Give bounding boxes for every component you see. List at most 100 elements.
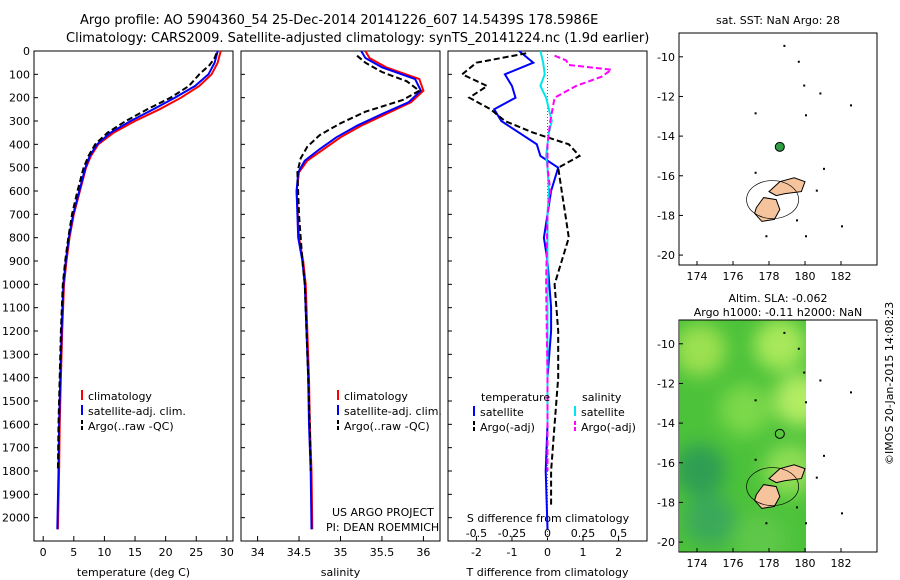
x-tick-label: 182 <box>831 557 852 570</box>
y-tick-label: 1100 <box>2 302 30 315</box>
series-line <box>296 54 422 472</box>
sla-patch <box>774 374 806 426</box>
x-tick-label: 176 <box>723 270 744 283</box>
y-tick-label: 1600 <box>2 418 30 431</box>
y-tick-label: 1500 <box>2 395 30 408</box>
islet <box>783 44 786 47</box>
islet <box>754 458 757 461</box>
islet <box>754 112 757 115</box>
islet <box>819 92 822 95</box>
y-tick-label: 800 <box>9 232 30 245</box>
series-line <box>545 54 615 471</box>
islet <box>805 235 807 238</box>
y-tick-label: -18 <box>657 496 675 509</box>
y-tick-label: 200 <box>9 92 30 105</box>
legend-label: satellite-adj. clim. <box>344 405 442 418</box>
y-tick-label: 1300 <box>2 348 30 361</box>
y-tick-label: -20 <box>657 249 675 262</box>
reef-contour <box>746 180 799 219</box>
islet <box>754 171 757 174</box>
y-tick-label: 1200 <box>2 325 30 338</box>
islet <box>765 522 768 525</box>
islet <box>803 84 806 87</box>
x-tick-label: 35.5 <box>370 546 395 559</box>
y-tick-label: 1700 <box>2 442 30 455</box>
islet <box>805 401 807 404</box>
x-tick-label: 34 <box>251 546 265 559</box>
argo-position-marker <box>774 428 785 439</box>
islet <box>796 506 798 509</box>
x2-tick-label: -0.25 <box>498 527 526 540</box>
islet <box>850 104 852 107</box>
islet <box>815 189 818 192</box>
x-tick-label: 20 <box>159 546 173 559</box>
islet <box>823 167 825 170</box>
x-tick-label: 0 <box>40 546 47 559</box>
islet <box>783 331 786 334</box>
y-tick-label: -16 <box>657 457 675 470</box>
sst_map-frame <box>678 32 878 266</box>
y-tick-label: 1000 <box>2 278 30 291</box>
series-line <box>295 50 425 530</box>
islet <box>841 512 843 515</box>
y-tick-label: 700 <box>9 208 30 221</box>
salinity-frame <box>240 50 441 542</box>
x-tick-label: 180 <box>795 557 816 570</box>
x-tick-label: 178 <box>759 557 780 570</box>
y-tick-label: 900 <box>9 255 30 268</box>
y-tick-label: 100 <box>9 68 30 81</box>
x2-tick-label: 0.25 <box>571 527 596 540</box>
x-tick-label: 178 <box>759 270 780 283</box>
x-tick-label: 174 <box>687 270 708 283</box>
x-tick-label: 1 <box>580 546 587 559</box>
y-tick-label: 1800 <box>2 465 30 478</box>
y-tick-label: 500 <box>9 162 30 175</box>
islet <box>823 454 825 457</box>
credits-line1: US ARGO PROJECT <box>332 506 434 519</box>
x-tick-label: 180 <box>795 270 816 283</box>
island-shape <box>754 484 781 509</box>
sla-patch <box>680 444 726 496</box>
x2-tick-label: 0.5 <box>610 527 628 540</box>
islet <box>805 522 807 525</box>
island-shape <box>754 197 781 222</box>
y-tick-label: -14 <box>657 130 675 143</box>
islet <box>841 225 843 228</box>
x-tick-label: 10 <box>97 546 111 559</box>
sla-title-1: Altim. SLA: -0.062 <box>728 292 827 305</box>
y-tick-label: 1400 <box>2 372 30 385</box>
sla-title-2: Argo h1000: -0.11 h2000: NaN <box>694 306 863 319</box>
y-tick-label: -10 <box>657 51 675 64</box>
x2-axis-label: S difference from climatology <box>467 512 630 525</box>
reef-contour <box>746 467 799 506</box>
islet <box>796 219 798 222</box>
x-axis-label: salinity <box>321 566 361 579</box>
x-tick-label: 34.5 <box>287 546 312 559</box>
islet <box>805 114 807 117</box>
islet <box>803 371 806 374</box>
sla-patch <box>754 320 806 371</box>
sla-blobs <box>680 320 806 552</box>
y-tick-label: -10 <box>657 338 675 351</box>
islet <box>850 391 852 394</box>
series-line <box>460 52 582 506</box>
legend-label: Argo(-adj) <box>581 421 636 434</box>
credits-line2: PI: DEAN ROEMMICH <box>326 521 439 534</box>
x-tick-label: 35 <box>334 546 348 559</box>
legend-label: Argo(..raw -QC) <box>88 420 174 433</box>
x2-tick-label: 0 <box>544 527 551 540</box>
y-tick-label: -18 <box>657 209 675 222</box>
x-tick-label: 5 <box>70 546 77 559</box>
legend-label: satellite <box>581 406 625 419</box>
legend-heading: salinity <box>582 391 622 404</box>
y-tick-label: 300 <box>9 115 30 128</box>
imos-timestamp: ©IMOS 20-Jan-2015 14:08:23 <box>883 302 896 465</box>
legend-heading: temperature <box>481 391 550 404</box>
x-tick-label: 174 <box>687 557 708 570</box>
y-tick-label: -12 <box>657 90 675 103</box>
sla-patch <box>734 514 786 552</box>
temperature-frame <box>33 50 234 542</box>
y-tick-label: 400 <box>9 138 30 151</box>
series-line <box>56 52 218 472</box>
